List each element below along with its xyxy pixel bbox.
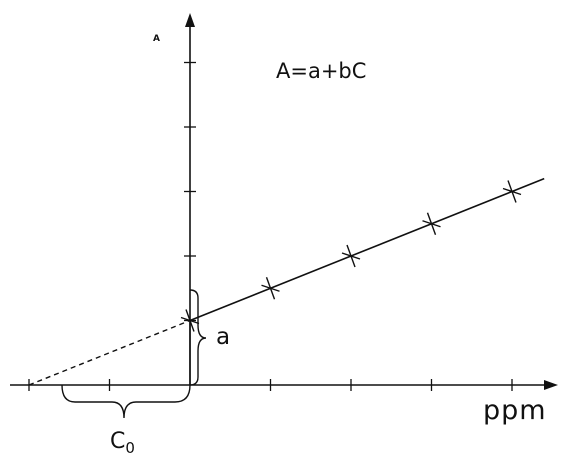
data-point-marker [180,309,200,332]
y-axis-arrowhead [185,13,195,27]
marker-stroke [180,316,200,325]
x-axis-arrowhead [544,380,558,390]
c0-label: C0 [110,429,135,457]
c0-label-subscript: 0 [125,439,135,457]
data-point-marker [422,212,441,235]
marker-stroke [261,284,280,292]
marker-stroke [502,187,522,196]
x-axis-label: ppm [483,395,547,426]
fit-line [189,177,545,322]
c0-brace [61,384,191,419]
extrapolation-dashed-line [28,319,191,386]
brackets [61,289,207,419]
c0-label-base: C [110,429,125,454]
marker-stroke [341,252,361,260]
y-axis-label: A [153,34,160,44]
intercept-brace [189,289,207,386]
plot-lines [28,177,545,386]
marker-stroke [422,220,441,228]
equation-label: A=a+bC [276,59,366,83]
intercept-label: a [216,324,230,350]
data-point-marker [341,244,361,268]
data-point-marker [261,277,280,300]
data-points [180,180,522,332]
y-axis-ticks [184,61,196,322]
data-point-marker [502,180,522,203]
